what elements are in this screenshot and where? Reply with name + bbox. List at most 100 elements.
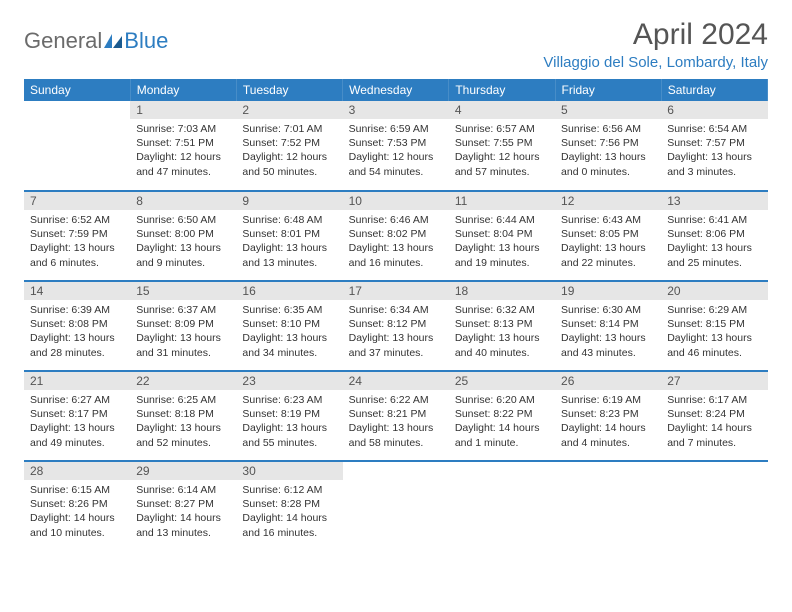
sunset-line: Sunset: 8:24 PM <box>667 407 761 421</box>
sunrise-line: Sunrise: 6:23 AM <box>242 393 336 407</box>
day-number: 5 <box>555 101 661 119</box>
day-body: Sunrise: 6:22 AMSunset: 8:21 PMDaylight:… <box>343 390 449 454</box>
sunset-line: Sunset: 8:15 PM <box>667 317 761 331</box>
calendar-week-row: 21Sunrise: 6:27 AMSunset: 8:17 PMDayligh… <box>24 371 768 461</box>
sunrise-line: Sunrise: 6:32 AM <box>455 303 549 317</box>
sunrise-line: Sunrise: 6:57 AM <box>455 122 549 136</box>
sunset-line: Sunset: 8:00 PM <box>136 227 230 241</box>
calendar-day-cell: 28Sunrise: 6:15 AMSunset: 8:26 PMDayligh… <box>24 461 130 551</box>
calendar-empty-cell <box>449 461 555 551</box>
daylight-line: Daylight: 13 hours and 34 minutes. <box>242 331 336 359</box>
calendar-day-cell: 25Sunrise: 6:20 AMSunset: 8:22 PMDayligh… <box>449 371 555 461</box>
sunset-line: Sunset: 8:23 PM <box>561 407 655 421</box>
day-number: 26 <box>555 372 661 390</box>
day-number: 9 <box>236 192 342 210</box>
day-body: Sunrise: 6:34 AMSunset: 8:12 PMDaylight:… <box>343 300 449 364</box>
calendar-week-row: 1Sunrise: 7:03 AMSunset: 7:51 PMDaylight… <box>24 101 768 191</box>
day-body: Sunrise: 6:19 AMSunset: 8:23 PMDaylight:… <box>555 390 661 454</box>
day-number: 3 <box>343 101 449 119</box>
location-text: Villaggio del Sole, Lombardy, Italy <box>543 54 768 71</box>
day-body: Sunrise: 7:01 AMSunset: 7:52 PMDaylight:… <box>236 119 342 183</box>
calendar-day-cell: 23Sunrise: 6:23 AMSunset: 8:19 PMDayligh… <box>236 371 342 461</box>
day-body: Sunrise: 7:03 AMSunset: 7:51 PMDaylight:… <box>130 119 236 183</box>
daylight-line: Daylight: 13 hours and 16 minutes. <box>349 241 443 269</box>
calendar-empty-cell <box>555 461 661 551</box>
day-number: 29 <box>130 462 236 480</box>
daylight-line: Daylight: 14 hours and 10 minutes. <box>30 511 124 539</box>
calendar-empty-cell <box>343 461 449 551</box>
sunset-line: Sunset: 8:08 PM <box>30 317 124 331</box>
calendar-day-cell: 16Sunrise: 6:35 AMSunset: 8:10 PMDayligh… <box>236 281 342 371</box>
sunset-line: Sunset: 8:02 PM <box>349 227 443 241</box>
daylight-line: Daylight: 13 hours and 37 minutes. <box>349 331 443 359</box>
day-number: 6 <box>661 101 767 119</box>
day-header: Thursday <box>449 79 555 101</box>
daylight-line: Daylight: 13 hours and 52 minutes. <box>136 421 230 449</box>
sunrise-line: Sunrise: 6:59 AM <box>349 122 443 136</box>
daylight-line: Daylight: 13 hours and 43 minutes. <box>561 331 655 359</box>
logo-text-general: General <box>24 28 102 54</box>
sunset-line: Sunset: 8:26 PM <box>30 497 124 511</box>
daylight-line: Daylight: 13 hours and 28 minutes. <box>30 331 124 359</box>
day-body: Sunrise: 6:23 AMSunset: 8:19 PMDaylight:… <box>236 390 342 454</box>
sunrise-line: Sunrise: 6:43 AM <box>561 213 655 227</box>
day-header: Sunday <box>24 79 130 101</box>
sunrise-line: Sunrise: 6:56 AM <box>561 122 655 136</box>
sunset-line: Sunset: 8:27 PM <box>136 497 230 511</box>
daylight-line: Daylight: 13 hours and 6 minutes. <box>30 241 124 269</box>
month-title: April 2024 <box>543 18 768 52</box>
day-body: Sunrise: 6:56 AMSunset: 7:56 PMDaylight:… <box>555 119 661 183</box>
sunrise-line: Sunrise: 6:39 AM <box>30 303 124 317</box>
sunrise-line: Sunrise: 6:27 AM <box>30 393 124 407</box>
day-body: Sunrise: 6:52 AMSunset: 7:59 PMDaylight:… <box>24 210 130 274</box>
day-body: Sunrise: 6:30 AMSunset: 8:14 PMDaylight:… <box>555 300 661 364</box>
day-body: Sunrise: 6:14 AMSunset: 8:27 PMDaylight:… <box>130 480 236 544</box>
day-number: 27 <box>661 372 767 390</box>
sunset-line: Sunset: 7:56 PM <box>561 136 655 150</box>
sunrise-line: Sunrise: 6:52 AM <box>30 213 124 227</box>
day-header: Tuesday <box>236 79 342 101</box>
calendar-day-cell: 10Sunrise: 6:46 AMSunset: 8:02 PMDayligh… <box>343 191 449 281</box>
day-body: Sunrise: 6:32 AMSunset: 8:13 PMDaylight:… <box>449 300 555 364</box>
daylight-line: Daylight: 12 hours and 50 minutes. <box>242 150 336 178</box>
sunrise-line: Sunrise: 6:48 AM <box>242 213 336 227</box>
calendar-day-cell: 3Sunrise: 6:59 AMSunset: 7:53 PMDaylight… <box>343 101 449 191</box>
sunset-line: Sunset: 8:28 PM <box>242 497 336 511</box>
sunset-line: Sunset: 8:06 PM <box>667 227 761 241</box>
daylight-line: Daylight: 13 hours and 40 minutes. <box>455 331 549 359</box>
sunset-line: Sunset: 8:05 PM <box>561 227 655 241</box>
sunset-line: Sunset: 7:57 PM <box>667 136 761 150</box>
daylight-line: Daylight: 14 hours and 16 minutes. <box>242 511 336 539</box>
daylight-line: Daylight: 13 hours and 9 minutes. <box>136 241 230 269</box>
daylight-line: Daylight: 14 hours and 1 minute. <box>455 421 549 449</box>
day-header: Friday <box>555 79 661 101</box>
header: General Blue April 2024 Villaggio del So… <box>24 18 768 71</box>
sunrise-line: Sunrise: 6:54 AM <box>667 122 761 136</box>
daylight-line: Daylight: 12 hours and 47 minutes. <box>136 150 230 178</box>
day-header: Monday <box>130 79 236 101</box>
day-body: Sunrise: 6:39 AMSunset: 8:08 PMDaylight:… <box>24 300 130 364</box>
daylight-line: Daylight: 12 hours and 57 minutes. <box>455 150 549 178</box>
calendar-day-cell: 4Sunrise: 6:57 AMSunset: 7:55 PMDaylight… <box>449 101 555 191</box>
calendar-day-cell: 14Sunrise: 6:39 AMSunset: 8:08 PMDayligh… <box>24 281 130 371</box>
calendar-week-row: 7Sunrise: 6:52 AMSunset: 7:59 PMDaylight… <box>24 191 768 281</box>
day-number: 2 <box>236 101 342 119</box>
sunset-line: Sunset: 8:01 PM <box>242 227 336 241</box>
day-body: Sunrise: 6:37 AMSunset: 8:09 PMDaylight:… <box>130 300 236 364</box>
sunrise-line: Sunrise: 6:14 AM <box>136 483 230 497</box>
day-body: Sunrise: 6:29 AMSunset: 8:15 PMDaylight:… <box>661 300 767 364</box>
title-block: April 2024 Villaggio del Sole, Lombardy,… <box>543 18 768 71</box>
day-number: 12 <box>555 192 661 210</box>
calendar-empty-cell <box>24 101 130 191</box>
sunset-line: Sunset: 8:21 PM <box>349 407 443 421</box>
sunrise-line: Sunrise: 6:44 AM <box>455 213 549 227</box>
sunrise-line: Sunrise: 6:19 AM <box>561 393 655 407</box>
day-body: Sunrise: 6:44 AMSunset: 8:04 PMDaylight:… <box>449 210 555 274</box>
sunset-line: Sunset: 8:04 PM <box>455 227 549 241</box>
sunset-line: Sunset: 8:18 PM <box>136 407 230 421</box>
calendar-day-cell: 11Sunrise: 6:44 AMSunset: 8:04 PMDayligh… <box>449 191 555 281</box>
day-number: 22 <box>130 372 236 390</box>
calendar-day-cell: 29Sunrise: 6:14 AMSunset: 8:27 PMDayligh… <box>130 461 236 551</box>
day-number: 10 <box>343 192 449 210</box>
logo-sail-icon <box>104 34 122 48</box>
